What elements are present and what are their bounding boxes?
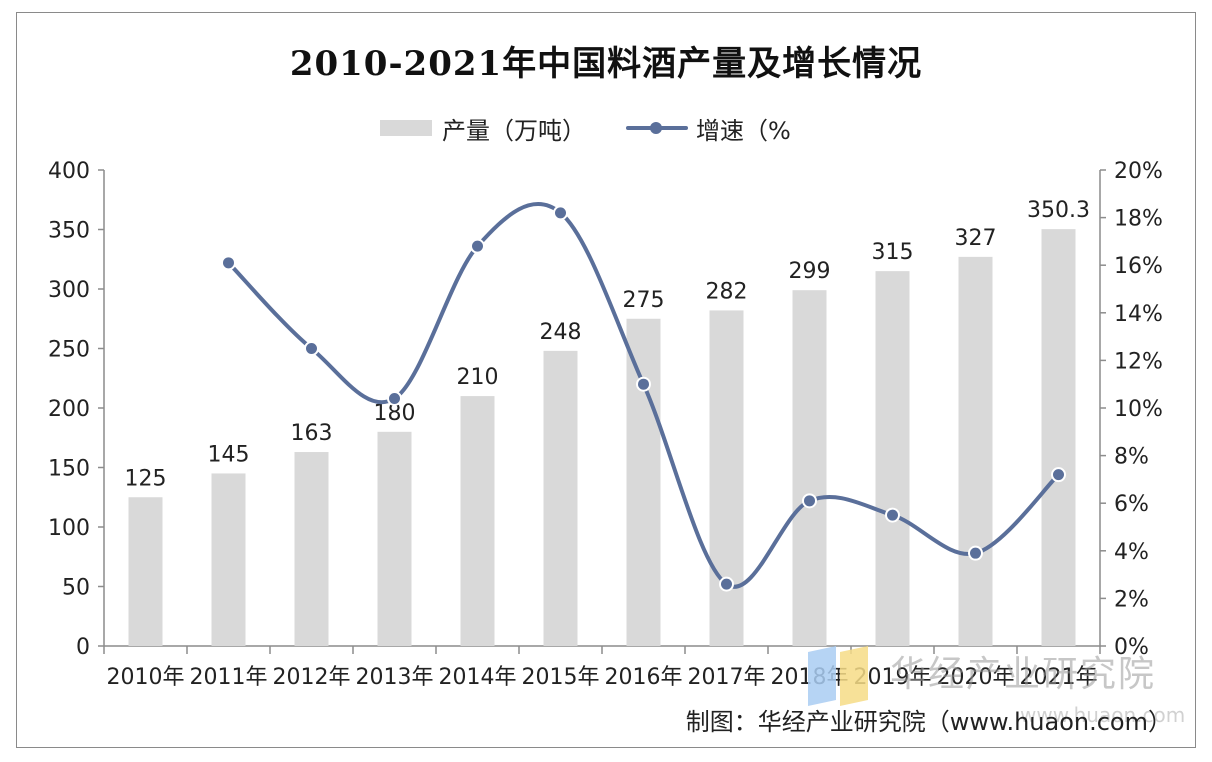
growth-point [802, 493, 817, 509]
y-left-tick-label: 50 [62, 576, 90, 601]
bar-data-label: 248 [540, 320, 582, 345]
bar [460, 396, 495, 646]
bar [626, 318, 661, 646]
x-tick-label: 2016年 [605, 665, 683, 690]
y-right-tick-label: 4% [1114, 540, 1149, 565]
y-right-tick-label: 18% [1114, 207, 1163, 232]
growth-point [719, 576, 734, 592]
x-tick-label: 2021年 [1020, 665, 1098, 690]
bar-data-label: 282 [706, 279, 748, 304]
growth-point [885, 507, 900, 523]
bar [543, 350, 578, 646]
bar [709, 310, 744, 646]
x-tick-label: 2011年 [190, 665, 268, 690]
chart-legend: 产量（万吨） 增速（% [380, 110, 791, 146]
bar-data-label: 299 [789, 259, 831, 284]
y-left-tick-label: 150 [48, 457, 90, 482]
bar-data-label: 210 [457, 365, 499, 390]
growth-point [470, 238, 485, 254]
bar-data-label: 125 [125, 466, 167, 491]
x-tick-label: 2015年 [522, 665, 600, 690]
x-tick-label: 2017年 [688, 665, 766, 690]
x-tick-label: 2010年 [107, 665, 185, 690]
bar-data-label: 145 [208, 442, 250, 467]
growth-point [1051, 467, 1066, 483]
watermark-text: 华经产业研究院 [890, 654, 1156, 695]
bar-data-label: 163 [291, 421, 333, 446]
bar [211, 473, 246, 646]
y-left-tick-label: 400 [48, 159, 90, 184]
bar [958, 256, 993, 646]
chart-title: 2010-2021年中国料酒产量及增长情况 [289, 44, 923, 84]
y-left-tick-label: 100 [48, 516, 90, 541]
bar-data-label: 327 [955, 226, 997, 251]
y-right-tick-label: 20% [1114, 159, 1163, 184]
bar [294, 452, 329, 646]
legend-line-swatch [626, 120, 688, 136]
y-left-tick-label: 300 [48, 278, 90, 303]
y-left-tick-label: 350 [48, 219, 90, 244]
growth-point [221, 255, 236, 271]
growth-point [636, 376, 651, 392]
x-tick-label: 2012年 [273, 665, 351, 690]
y-right-tick-label: 14% [1114, 302, 1163, 327]
bar [1041, 229, 1076, 646]
watermark-url: www.huaon.com [1020, 703, 1185, 727]
y-right-tick-label: 6% [1114, 492, 1149, 517]
bar [128, 497, 163, 646]
x-tick-label: 2020年 [937, 665, 1015, 690]
y-right-tick-label: 12% [1114, 349, 1163, 374]
y-right-tick-label: 0% [1114, 635, 1149, 660]
legend-bar-label: 产量（万吨） [442, 116, 586, 145]
growth-point [304, 341, 319, 356]
y-left-tick-label: 0 [76, 635, 90, 660]
bar-data-label: 350.3 [1027, 198, 1090, 223]
watermark-logo-blue [808, 646, 836, 706]
bar-data-label: 315 [872, 240, 914, 265]
y-right-tick-label: 16% [1114, 254, 1163, 279]
bar [792, 290, 827, 646]
x-tick-label: 2014年 [439, 665, 517, 690]
legend-line-label: 增速（% [696, 116, 791, 145]
y-right-tick-label: 2% [1114, 587, 1149, 612]
y-right-tick-label: 8% [1114, 445, 1149, 470]
growth-point [553, 205, 568, 221]
bar [377, 431, 412, 646]
y-left-tick-label: 200 [48, 397, 90, 422]
growth-point [387, 390, 402, 406]
watermark-logo-yellow [840, 646, 868, 706]
growth-point [968, 545, 983, 561]
y-right-tick-label: 10% [1114, 397, 1163, 422]
y-left-tick-label: 250 [48, 338, 90, 363]
source-note: 制图：华经产业研究院（www.huaon.com） [685, 708, 1172, 736]
bar-data-label: 275 [623, 288, 665, 313]
bar [875, 271, 910, 646]
legend-bar-swatch [380, 120, 432, 136]
x-tick-label: 2013年 [356, 665, 434, 690]
